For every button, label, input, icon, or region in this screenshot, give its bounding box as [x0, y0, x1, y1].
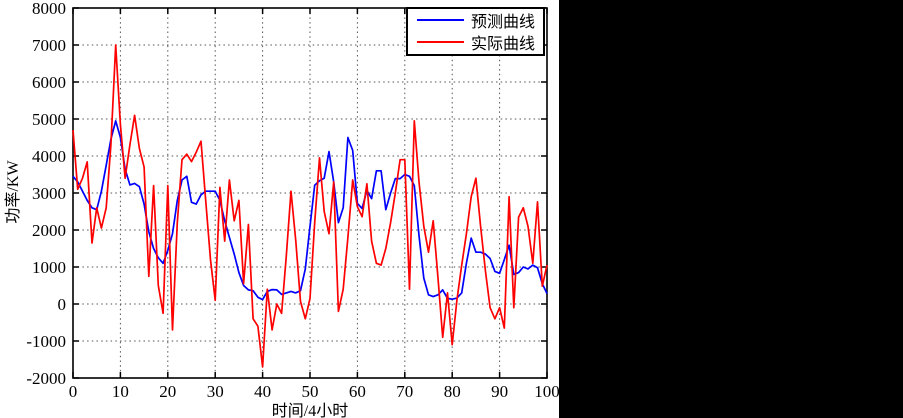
forecast-line-swatch — [417, 19, 464, 21]
legend-item-actual: 实际曲线 — [408, 31, 543, 53]
svg-text:40: 40 — [254, 382, 271, 401]
svg-text:5000: 5000 — [32, 110, 66, 129]
svg-text:50: 50 — [302, 382, 319, 401]
svg-text:100: 100 — [534, 382, 559, 401]
y-tick-labels: -2000 -1000 0 1000 2000 3000 4000 5000 6000 7000 8… — [26, 0, 66, 388]
legend-label-forecast: 预测曲线 — [471, 14, 536, 31]
svg-text:2000: 2000 — [32, 221, 66, 240]
svg-text:60: 60 — [349, 382, 366, 401]
actual-series-line — [72, 44, 548, 368]
x-tick-labels: 0 10 20 30 40 50 60 70 80 90 100 — [69, 382, 559, 401]
forecast-series-line — [72, 120, 548, 301]
svg-text:80: 80 — [444, 382, 461, 401]
svg-text:0: 0 — [69, 382, 78, 401]
svg-text:1000: 1000 — [32, 258, 66, 277]
legend-item-forecast: 预测曲线 — [408, 9, 543, 31]
legend: 预测曲线 实际曲线 — [406, 7, 545, 56]
svg-text:90: 90 — [491, 382, 508, 401]
x-axis-title: 时间/4小时 — [271, 403, 349, 418]
chart-panel: 0 10 20 30 40 50 60 70 80 90 100 -2000 -1000 0 1000 200… — [0, 0, 559, 418]
grid-lines — [73, 8, 547, 378]
svg-text:30: 30 — [207, 382, 224, 401]
plot-border — [72, 7, 548, 379]
line-chart: 0 10 20 30 40 50 60 70 80 90 100 -2000 -1000 0 1000 200… — [26, 0, 559, 401]
svg-text:6000: 6000 — [32, 73, 66, 92]
svg-text:0: 0 — [58, 295, 67, 314]
svg-text:70: 70 — [396, 382, 413, 401]
svg-text:4000: 4000 — [32, 147, 66, 166]
y-axis-title: 功率/KW — [5, 160, 22, 224]
svg-text:-2000: -2000 — [26, 369, 66, 388]
axis-ticks — [72, 7, 548, 379]
svg-text:20: 20 — [159, 382, 176, 401]
legend-label-actual: 实际曲线 — [471, 36, 536, 53]
svg-text:3000: 3000 — [32, 184, 66, 203]
actual-line-swatch — [417, 41, 464, 43]
svg-text:-1000: -1000 — [26, 332, 66, 351]
svg-text:8000: 8000 — [32, 0, 66, 18]
svg-text:10: 10 — [112, 382, 129, 401]
svg-text:7000: 7000 — [32, 36, 66, 55]
